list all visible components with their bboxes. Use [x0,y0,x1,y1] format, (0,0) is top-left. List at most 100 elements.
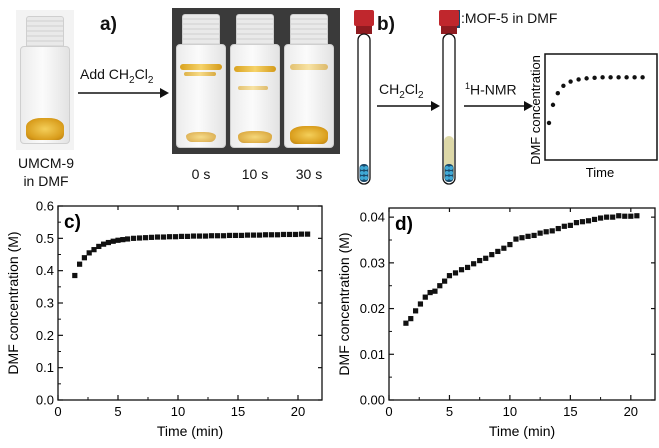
panel-a: a) UMCM-9 in DMF Add CH2Cl2 0 s 10 s 30 … [0,0,350,200]
arrow-b2 [464,101,533,111]
data-point [105,239,111,246]
data-point [507,241,513,248]
h-nmr-label: 1H-NMR [465,81,517,98]
y-tick-label: 0.04 [360,210,385,225]
data-point [579,219,586,225]
data-point [495,248,501,255]
y-tick-label: 0.4 [36,263,54,278]
data-point [131,235,137,241]
x-tick-label: 0 [54,404,61,419]
inset-chart: DMF concentration Time [528,53,658,180]
data-point [477,257,483,264]
arrow-a [78,88,169,98]
data-point [77,261,83,267]
data-point [417,301,424,307]
x-tick-label: 5 [446,404,453,419]
inset-data-point [624,75,629,80]
vial-0s [176,14,226,148]
inset-data-point [600,75,605,80]
y-tick-label: 0.1 [36,360,54,375]
panel-a-label: a) [100,14,117,35]
x-tick-label: 10 [171,404,185,419]
nmr-tube-1 [354,10,374,185]
data-point [452,270,459,276]
data-point [120,237,126,243]
data-point [585,218,592,224]
data-point [616,213,622,219]
time-label-2: 30 s [295,166,323,182]
inset-data-point [546,120,552,126]
data-point [149,234,155,240]
data-point [245,232,251,238]
data-point [101,241,107,247]
data-point [263,232,269,238]
data-point [427,289,433,296]
data-point [227,232,233,239]
x-axis-label: Time (min) [157,423,223,439]
data-point [483,255,489,261]
inset-xlabel: Time [586,165,614,180]
inset-data-point [592,75,597,81]
x-tick-label: 0 [385,404,392,419]
data-point [519,235,525,241]
data-point [555,225,561,232]
inset-data-point [568,79,573,84]
data-point [269,232,275,238]
data-point [161,234,167,240]
y-axis-label: DMF concentration (M) [5,231,21,374]
data-point [209,233,215,239]
data-point [543,229,549,235]
data-point [185,233,191,239]
data-point [91,247,97,253]
data-point [167,234,173,240]
data-point [501,245,507,251]
data-point [634,213,640,219]
data-point [197,233,203,239]
nmr-tube-2 [439,10,459,185]
data-point [275,232,281,238]
data-point [591,216,598,223]
x-tick-label: 5 [114,404,121,419]
inset-data-point [550,102,556,108]
y-tick-label: 0.6 [36,199,54,214]
data-point [437,283,443,289]
data-point [81,255,87,261]
x-tick-label: 15 [563,404,577,419]
x-axis-label: Time (min) [489,423,555,439]
panel-b-label: b) [377,14,395,35]
inset-points [546,75,645,126]
arrow-b1 [377,101,440,111]
data-point [86,250,92,256]
time-label-1: 10 s [241,166,269,182]
data-point [471,261,477,267]
data-point [293,231,299,238]
data-point [110,238,116,244]
data-point [305,231,311,237]
vial-umcm9 [20,16,70,144]
data-point [525,233,531,239]
panel-label: d) [395,214,413,235]
data-point [422,294,428,300]
x-tick-label: 20 [624,404,638,419]
data-point [446,273,453,279]
data-point [622,213,628,219]
data-point [96,243,102,250]
data-point [442,278,448,284]
y-tick-label: 0.01 [360,347,385,362]
data-point [125,236,131,242]
y-tick-label: 0.00 [360,393,385,408]
inset-ylabel: DMF concentration [528,55,543,165]
data-point [251,232,257,238]
data-point [604,214,610,220]
y-tick-label: 0.5 [36,231,54,246]
data-point [458,267,465,273]
data-point [137,235,143,241]
data-point [549,228,555,234]
data-point [281,231,287,238]
data-point [115,237,121,243]
y-tick-label: 0.2 [36,328,54,343]
data-point [239,232,245,239]
data-point [561,223,567,229]
data-point [287,231,293,238]
vial-30s [284,14,334,148]
